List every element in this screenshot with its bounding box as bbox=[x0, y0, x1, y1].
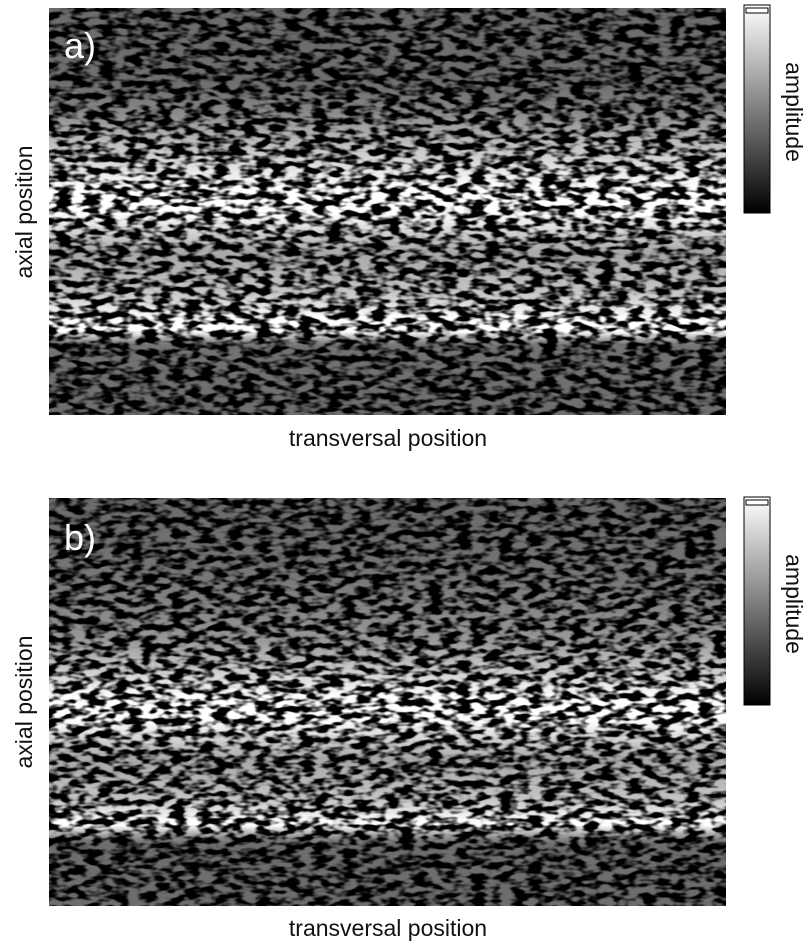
ultrasound-image bbox=[49, 498, 726, 906]
colorbar-cap bbox=[745, 7, 769, 14]
y-axis-label: axial position bbox=[11, 146, 37, 279]
colorbar-cap bbox=[745, 499, 769, 506]
x-axis-label: transversal position bbox=[289, 425, 487, 451]
colorbar-label: amplitude bbox=[781, 62, 807, 162]
panel: a) amplitude axial position transversal … bbox=[11, 4, 807, 451]
colorbar bbox=[743, 496, 771, 706]
colorbar bbox=[743, 4, 771, 214]
panel-label: b) bbox=[64, 517, 96, 558]
panel: b) amplitude axial position transversal … bbox=[11, 496, 807, 941]
y-axis-label: axial position bbox=[11, 636, 37, 769]
x-axis-label: transversal position bbox=[289, 915, 487, 941]
panel-label: a) bbox=[64, 25, 96, 66]
ultrasound-image bbox=[49, 8, 726, 415]
colorbar-label: amplitude bbox=[781, 554, 807, 654]
